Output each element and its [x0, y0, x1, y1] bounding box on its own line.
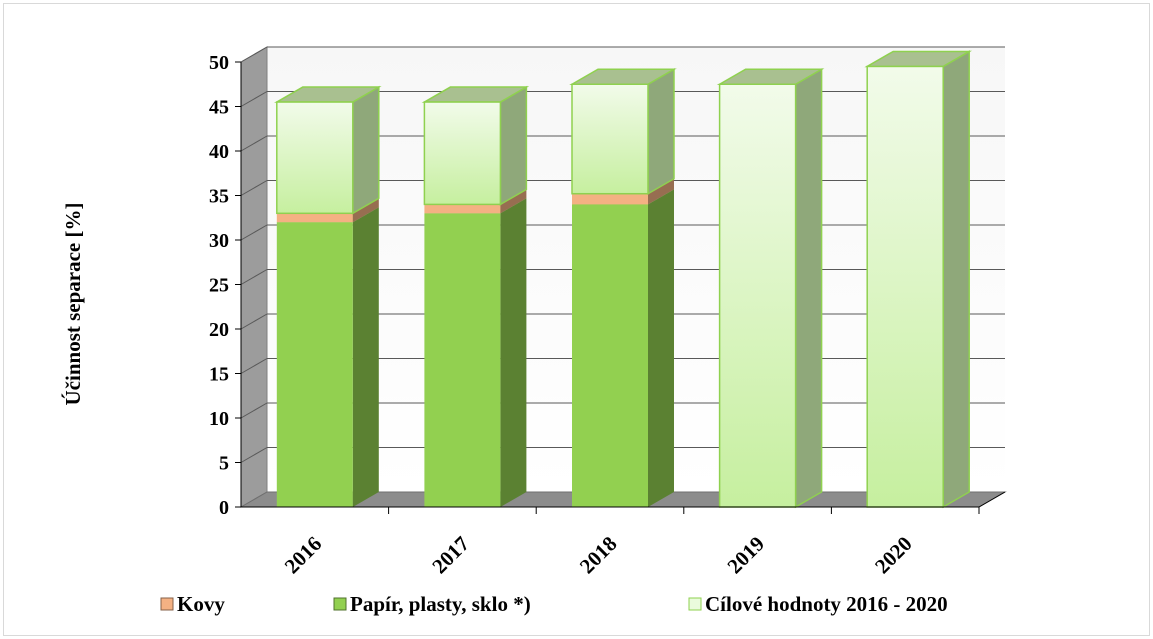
- y-tick-label: 20: [209, 319, 229, 341]
- legend-label: Papír, plasty, sklo *): [350, 592, 531, 616]
- bar-2017-pap-r-plasty-sklo: [424, 213, 501, 508]
- y-tick-label: 50: [209, 52, 229, 74]
- bar-2016-c-lov-hodnoty-2016-2020: [276, 101, 354, 215]
- y-tick-label: 25: [209, 275, 229, 297]
- gridline-side-25: [240, 269, 268, 285]
- bar-2020-c-lov-hodnoty-2016-2020-side: [942, 50, 970, 509]
- x-category-label: 2020: [870, 532, 917, 579]
- bar-2018-pap-r-plasty-sklo-side: [648, 189, 674, 507]
- y-tick-label: 30: [209, 230, 229, 252]
- gridline-side-10: [240, 402, 268, 419]
- legend-swatch: [333, 597, 347, 611]
- bar-2018-kovy-side: [648, 178, 674, 205]
- y-axis-title: Účinnost separace [%]: [61, 203, 85, 406]
- stacked-bar-chart: 0 5 10 15 20 25 30 35 40 45 50 2016 2017 2018 2019 202…: [61, 46, 1007, 616]
- legend-swatch: [160, 597, 174, 611]
- chart-frame: 0 5 10 15 20 25 30 35 40 45 50 2016 2017 2018 2019 202…: [3, 3, 1150, 636]
- y-tick-label: 5: [219, 453, 229, 475]
- bar-2017-pap-r-plasty-sklo-side: [500, 198, 527, 508]
- floor-edge: [978, 491, 1006, 508]
- y-tick-label: 10: [209, 408, 229, 430]
- gridline-side-45: [240, 91, 268, 107]
- x-category-label: 2017: [427, 532, 474, 579]
- gridline-side-35: [240, 180, 268, 196]
- bar-2018-pap-r-plasty-sklo: [572, 204, 648, 507]
- bar-2019-c-lov-hodnoty-2016-2020: [718, 83, 797, 508]
- gridline-side-15: [240, 358, 268, 374]
- bar-2017-kovy: [424, 204, 501, 214]
- gridline-side-20: [240, 313, 268, 330]
- legend-swatch: [688, 597, 702, 611]
- y-tick-label: 15: [209, 364, 229, 386]
- legend-item-pap-r-plasty-sklo: Papír, plasty, sklo *): [333, 592, 531, 616]
- y-tick-label: 35: [209, 186, 229, 208]
- gridline-side-40: [240, 135, 268, 152]
- bar-2020-c-lov-hodnoty-2016-2020: [866, 65, 944, 508]
- gridline-side-50: [240, 46, 268, 63]
- y-tick-label: 40: [209, 141, 229, 163]
- x-category-label: 2019: [722, 532, 769, 579]
- x-category-label: 2016: [280, 532, 327, 579]
- gridline-side-30: [240, 224, 268, 241]
- y-tick-labels: 0 5 10 15 20 25 30 35 40 45 50: [209, 52, 229, 519]
- y-tick-label: 0: [219, 497, 229, 519]
- x-category-label: 2018: [575, 532, 622, 579]
- bar-2018-c-lov-hodnoty-2016-2020-side: [647, 67, 675, 196]
- bar-2018-kovy: [572, 193, 648, 205]
- bars: [273, 50, 973, 509]
- bar-2017-kovy-side: [500, 189, 527, 214]
- bar-2018-c-lov-hodnoty-2016-2020: [571, 83, 649, 195]
- legend-item-kovy: Kovy: [160, 592, 225, 616]
- bar-2016-pap-r-plasty-sklo-side: [352, 207, 379, 507]
- bar-2019-c-lov-hodnoty-2016-2020-side: [794, 67, 823, 509]
- bar-2017-c-lov-hodnoty-2016-2020-side: [499, 85, 528, 206]
- bar-2016-c-lov-hodnoty-2016-2020-side: [352, 85, 380, 215]
- gridline-side-5: [240, 447, 268, 463]
- bar-2016-kovy-side: [352, 198, 379, 223]
- bar-2016-pap-r-plasty-sklo: [276, 222, 353, 507]
- legend-item-c-lov-hodnoty-2016-2020: Cílové hodnoty 2016 - 2020: [688, 592, 948, 616]
- axes: [235, 61, 1006, 514]
- legend: Kovy Papír, plasty, sklo *) Cílové hodnoty…: [160, 592, 948, 616]
- x-category-labels: 2016 2017 2018 2019 2020: [280, 532, 917, 579]
- legend-label: Kovy: [177, 592, 225, 616]
- bar-2017-c-lov-hodnoty-2016-2020: [423, 101, 502, 206]
- legend-label: Cílové hodnoty 2016 - 2020: [705, 592, 948, 616]
- y-tick-label: 45: [209, 97, 229, 119]
- bar-2016-kovy: [276, 213, 353, 223]
